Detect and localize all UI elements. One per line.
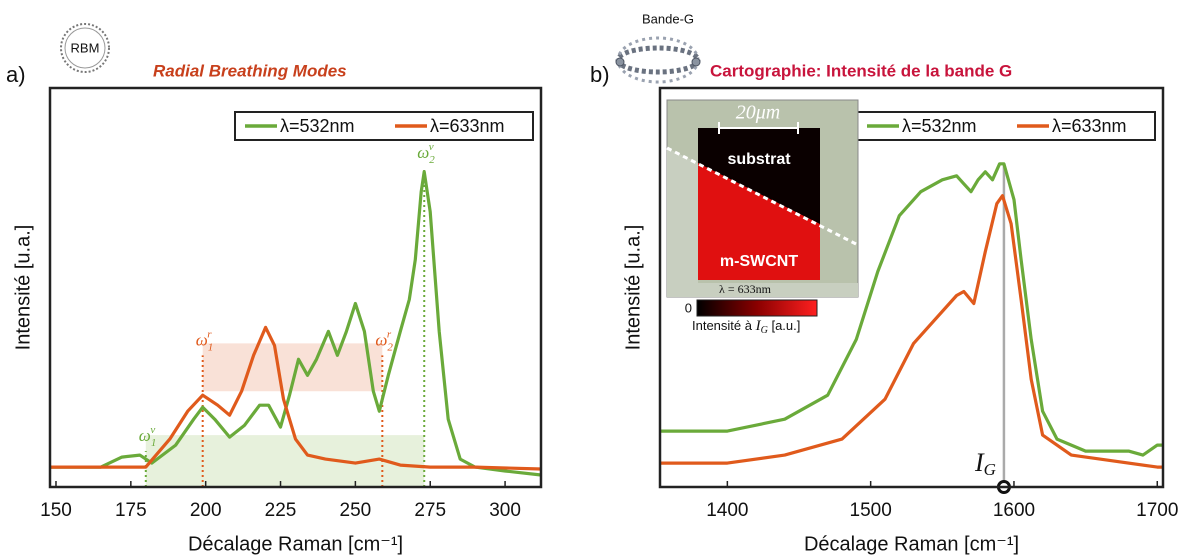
colorbar-unit: [a.u.] — [768, 318, 801, 333]
scale-bar-label: 20μm — [736, 102, 780, 124]
series-line — [660, 194, 1163, 469]
annotation: ω1v — [139, 424, 157, 449]
inset — [666, 99, 859, 317]
rbm-icon — [60, 23, 110, 73]
annotation-text: I — [974, 448, 985, 477]
x-tick-label: 250 — [340, 500, 372, 521]
inset-label: substrat — [727, 151, 791, 168]
legend-label: λ=633nm — [1052, 116, 1127, 136]
x-axis-label: Décalage Raman [cm⁻¹] — [188, 533, 403, 555]
nanotube-icon — [615, 36, 701, 84]
annotation: ω1r — [196, 328, 214, 353]
x-tick-label: 1400 — [706, 500, 748, 521]
x-tick-label: 300 — [489, 500, 521, 521]
annotation-sub: 2 — [429, 153, 435, 165]
annotation-sub: G — [984, 460, 996, 479]
series-line — [660, 162, 1163, 457]
panel-label: b) — [590, 62, 610, 87]
series-line — [50, 170, 542, 477]
x-tick-label: 150 — [40, 500, 72, 521]
annotation-sub: 1 — [151, 437, 157, 449]
legend-box — [234, 111, 534, 141]
plot-frame — [658, 86, 1165, 489]
annotation-sub: 1 — [208, 341, 214, 353]
x-tick-label: 275 — [414, 500, 446, 521]
colorbar-min: 0 — [685, 300, 692, 315]
icon-label: Bande-G — [642, 11, 694, 26]
annotation-text: ω — [196, 330, 208, 349]
x-tick-label: 1700 — [1136, 500, 1178, 521]
annotation-sup: r — [387, 328, 392, 340]
annotation-sub: 2 — [387, 341, 393, 353]
y-axis-label: Intensité [u.a.] — [622, 225, 644, 351]
legend-label: λ=532nm — [902, 116, 977, 136]
legend-label: λ=633nm — [430, 116, 505, 136]
legend-label: λ=532nm — [280, 116, 355, 136]
colorbar-label-text: Intensité à — [692, 318, 756, 333]
x-tick-label: 225 — [265, 500, 297, 521]
colorbar-var: I — [755, 318, 762, 334]
x-tick-label: 200 — [190, 500, 222, 521]
colorbar-label: Intensité à IG [a.u.] — [692, 318, 800, 336]
annotation-sup: v — [429, 140, 434, 152]
chart-title: Cartographie: Intensité de la bande G — [710, 61, 1012, 80]
plot-frame — [48, 86, 543, 489]
annotation: ω2r — [375, 328, 393, 353]
annotation: IG — [974, 448, 996, 479]
chart-title: Radial Breathing Modes — [153, 61, 347, 80]
colorbar-sub: G — [761, 325, 768, 336]
annotation-sup: r — [207, 328, 212, 340]
series-line — [50, 325, 542, 471]
panel-label: a) — [6, 62, 26, 87]
annotation-sup: v — [150, 424, 155, 436]
x-tick-label: 1500 — [850, 500, 892, 521]
inset-label: m-SWCNT — [720, 253, 798, 270]
icon-label: RBM — [71, 40, 100, 55]
wavelength-label: λ = 633nm — [719, 282, 772, 296]
x-axis-label: Décalage Raman [cm⁻¹] — [804, 533, 1019, 555]
annotation-text: ω — [139, 426, 151, 445]
x-tick-label: 1600 — [993, 500, 1035, 521]
y-axis-label: Intensité [u.a.] — [12, 225, 34, 351]
annotation-text: ω — [417, 143, 429, 162]
x-tick-label: 175 — [115, 500, 147, 521]
annotation: ω2v — [417, 140, 435, 165]
shaded-band — [145, 435, 425, 487]
annotation-text: ω — [375, 330, 387, 349]
